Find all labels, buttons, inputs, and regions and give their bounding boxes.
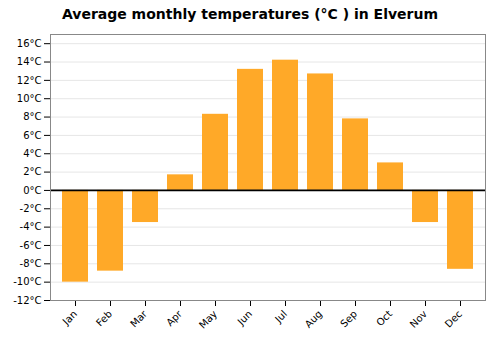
- svg-text:-8°C: -8°C: [20, 258, 42, 269]
- svg-text:-4°C: -4°C: [20, 221, 42, 232]
- svg-text:2°C: 2°C: [23, 166, 41, 177]
- svg-text:Feb: Feb: [94, 308, 114, 328]
- svg-text:Jan: Jan: [60, 308, 79, 327]
- html-text:Average monthly temperatures (: Average monthly temperatures (°C ) in El…: [61, 6, 439, 22]
- svg-text:-2°C: -2°C: [20, 203, 42, 214]
- svg-text:Dec: Dec: [443, 308, 464, 329]
- svg-text:Jun: Jun: [235, 308, 255, 328]
- svg-text:Mar: Mar: [128, 308, 150, 330]
- svg-text:Oct: Oct: [374, 308, 394, 328]
- svg-text:16°C: 16°C: [17, 38, 42, 49]
- svg-text:May: May: [197, 308, 219, 330]
- svg-text:Aug: Aug: [303, 308, 325, 330]
- svg-text:-10°C: -10°C: [13, 276, 41, 287]
- svg-text:14°C: 14°C: [17, 56, 42, 67]
- svg-text:0°C: 0°C: [23, 185, 41, 196]
- svg-text:6°C: 6°C: [23, 130, 41, 141]
- svg-text:-12°C: -12°C: [13, 295, 41, 306]
- svg-text:-6°C: -6°C: [20, 240, 42, 251]
- svg-text:Sep: Sep: [338, 308, 359, 329]
- svg-text:Apr: Apr: [164, 308, 185, 329]
- svg-text:4°C: 4°C: [23, 148, 41, 159]
- svg-text:12°C: 12°C: [17, 75, 42, 86]
- svg-text:10°C: 10°C: [17, 93, 42, 104]
- svg-text:8°C: 8°C: [23, 111, 41, 122]
- svg-text:Nov: Nov: [408, 308, 430, 330]
- svg-text:Jul: Jul: [272, 308, 289, 325]
